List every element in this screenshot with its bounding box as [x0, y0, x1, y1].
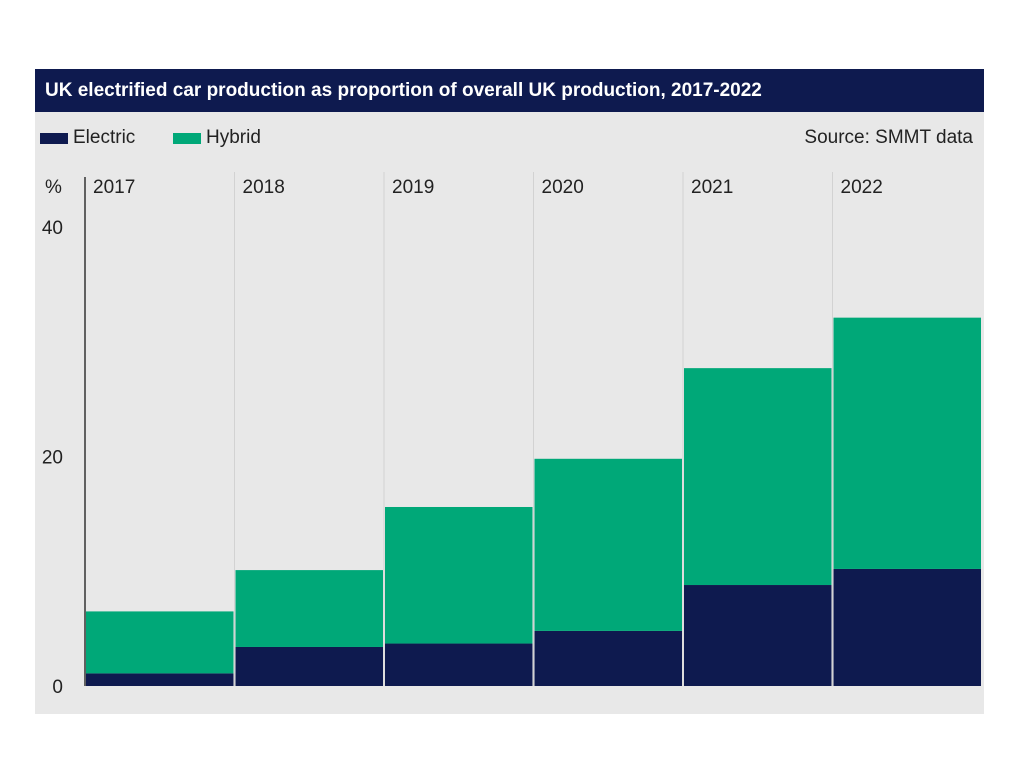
bar-hybrid-2020: [534, 458, 682, 631]
chart-title: UK electrified car production as proport…: [45, 80, 762, 101]
year-label: 2017: [93, 177, 135, 198]
bar-hybrid-2022: [833, 317, 981, 569]
bar-hybrid-2018: [235, 570, 383, 647]
y-tick-label: 40: [42, 218, 63, 239]
y-tick-label: 20: [42, 448, 63, 469]
y-tick-label: 0: [52, 677, 63, 698]
bar-electric-2020: [534, 630, 682, 686]
bar-electric-2021: [684, 585, 832, 686]
y-axis-unit-label: %: [45, 177, 62, 198]
year-label: 2019: [392, 177, 434, 198]
source-note: Source: SMMT data: [804, 127, 973, 148]
bar-hybrid-2017: [86, 611, 234, 674]
title-bar: UK electrified car production as proport…: [35, 69, 984, 112]
legend-item-hybrid: Hybrid: [173, 126, 261, 150]
year-label: 2020: [542, 177, 584, 198]
bar-hybrid-2021: [684, 368, 832, 586]
bar-electric-2017: [86, 673, 234, 686]
legend-swatch-electric: [40, 132, 68, 144]
bar-electric-2019: [385, 643, 533, 686]
legend-label-electric: Electric: [73, 127, 136, 148]
year-label: 2018: [243, 177, 285, 198]
bar-electric-2022: [833, 568, 981, 686]
bar-hybrid-2019: [385, 506, 533, 644]
legend-label-hybrid: Hybrid: [206, 127, 261, 148]
legend-item-electric: Electric: [40, 126, 135, 150]
bar-electric-2018: [235, 646, 383, 686]
year-label: 2022: [841, 177, 883, 198]
year-label: 2021: [691, 177, 733, 198]
legend-swatch-hybrid: [173, 132, 201, 144]
